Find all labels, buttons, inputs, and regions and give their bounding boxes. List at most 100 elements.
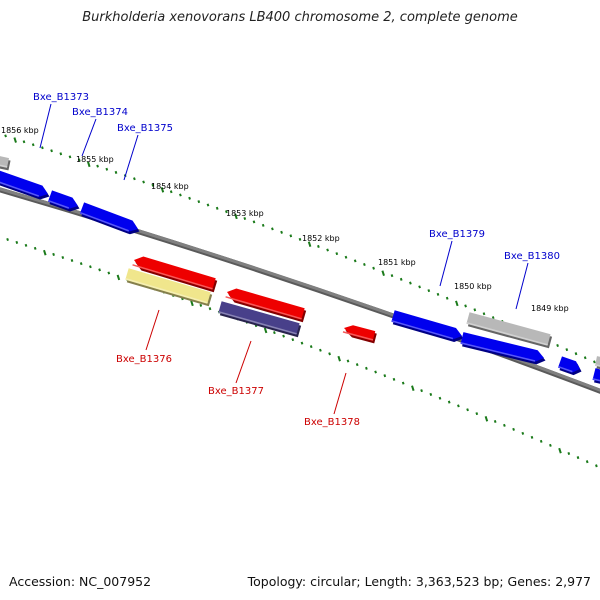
kbp-minor-tick: [493, 419, 497, 423]
accession-text: Accession: NC_007952: [9, 574, 152, 589]
kbp-minor-tick: [273, 331, 276, 335]
gene-highlight: [0, 181, 40, 197]
gene-highlight: [592, 378, 600, 382]
kbp-minor-tick: [429, 392, 433, 396]
kbp-minor-tick: [512, 427, 515, 431]
kbp-minor-tick: [280, 230, 283, 234]
kbp-minor-tick: [4, 134, 7, 138]
kbp-minor-tick: [355, 363, 359, 367]
gene-highlight: [595, 364, 600, 367]
kbp-minor-tick: [61, 255, 65, 259]
gene-bxe-b1376-yellow: [125, 268, 213, 307]
kbp-label: 1853 kbp: [226, 209, 264, 218]
kbp-minor-tick: [282, 334, 285, 338]
kbp-minor-tick: [390, 274, 394, 278]
gene-bxe-b1376-red: [132, 256, 218, 293]
kbp-minor-tick: [105, 167, 109, 171]
kbp-minor-tick: [271, 227, 274, 231]
gene-body: [344, 325, 376, 341]
kbp-minor-tick: [33, 246, 37, 250]
kbp-label: 1855 kbp: [76, 155, 114, 164]
kbp-label: 1856 kbp: [1, 126, 39, 135]
kbp-minor-tick: [447, 400, 451, 404]
gene-gray-edge: [0, 156, 11, 171]
kbp-minor-tick: [365, 366, 368, 370]
kbp-minor-tick: [374, 370, 377, 374]
kbp-minor-tick: [169, 190, 173, 194]
gene-bxe-b1374: [47, 190, 80, 212]
gene-label-bxe-b1380: Bxe_B1380: [504, 251, 560, 262]
kbp-minor-tick: [317, 244, 320, 248]
kbp-minor-tick: [539, 439, 543, 443]
kbp-minor-tick: [79, 262, 83, 266]
kbp-minor-tick: [151, 183, 155, 187]
kbp-minor-tick: [583, 356, 587, 360]
kbp-minor-tick: [567, 451, 571, 456]
kbp-minor-tick: [445, 296, 449, 300]
kbp-major-tick: [263, 327, 268, 334]
gene-gray-edge-right: [595, 356, 600, 370]
kbp-minor-tick: [556, 344, 559, 348]
kbp-minor-tick: [409, 281, 412, 285]
gene-body: [79, 202, 138, 232]
gene-body: [47, 190, 78, 209]
kbp-minor-tick: [549, 443, 552, 447]
kbp-minor-tick: [289, 234, 293, 238]
kbp-minor-tick: [326, 248, 329, 252]
kbp-minor-tick: [59, 152, 63, 156]
kbp-minor-tick: [363, 263, 366, 267]
kbp-minor-tick: [77, 158, 81, 162]
kbp-minor-tick: [383, 374, 387, 378]
kbp-minor-tick: [215, 206, 219, 210]
kbp-minor-tick: [309, 345, 313, 349]
kbp-minor-tick: [22, 140, 26, 144]
gene-body: [218, 301, 300, 335]
kbp-minor-tick: [436, 292, 440, 296]
kbp-minor-tick: [243, 216, 247, 221]
kbp-minor-tick: [142, 180, 145, 184]
kbp-minor-tick: [353, 259, 357, 263]
label-leader-line: [439, 240, 453, 287]
label-leader-line: [235, 340, 252, 384]
kbp-minor-tick: [68, 155, 72, 159]
kbp-label: 1850 kbp: [454, 282, 492, 291]
kbp-minor-tick: [300, 341, 304, 345]
kbp-minor-tick: [346, 359, 350, 363]
kbp-minor-tick: [70, 259, 74, 263]
gene-body: [0, 156, 10, 168]
gene-label-bxe-b1375: Bxe_B1375: [117, 123, 173, 134]
kbp-minor-tick: [574, 352, 578, 356]
kbp-major-tick: [13, 137, 17, 143]
gene-bxe-b1380: [466, 312, 553, 349]
kbp-major-tick: [190, 300, 194, 307]
kbp-major-tick: [307, 241, 312, 247]
kbp-major-tick: [234, 213, 238, 220]
kbp-minor-tick: [401, 381, 405, 385]
kbp-minor-tick: [225, 210, 228, 214]
gene-bxe-b1379: [391, 310, 464, 343]
label-leader-line: [81, 118, 97, 157]
gene-bxe-b1378: [342, 325, 377, 344]
kbp-label: 1851 kbp: [378, 258, 416, 267]
kbp-minor-tick: [96, 164, 99, 168]
kbp-minor-tick: [179, 193, 182, 197]
gene-highlight: [79, 211, 130, 232]
kbp-major-tick: [411, 385, 415, 391]
kbp-major-tick: [43, 249, 47, 256]
gene-body: [595, 356, 600, 367]
gene-highlight: [132, 264, 213, 290]
kbp-minor-tick: [89, 265, 92, 269]
kbp-minor-tick: [328, 352, 331, 356]
kbp-minor-tick: [565, 348, 569, 352]
label-leaders: [39, 103, 529, 415]
kbp-minor-tick: [457, 404, 460, 408]
kbp-minor-tick: [392, 377, 396, 381]
kbp-minor-tick: [206, 203, 210, 207]
kbp-minor-tick: [491, 316, 495, 320]
kbp-minor-tick: [6, 237, 9, 242]
kbp-minor-tick: [344, 255, 348, 259]
kbp-minor-tick: [50, 149, 53, 153]
map-title: Burkholderia xenovorans LB400 chromosome…: [82, 10, 518, 25]
gene-body: [134, 256, 216, 290]
label-leader-line: [39, 103, 52, 149]
